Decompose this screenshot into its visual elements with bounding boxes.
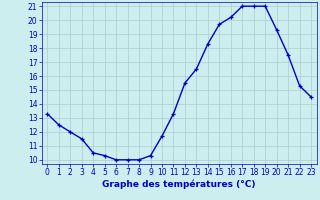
X-axis label: Graphe des températures (°C): Graphe des températures (°C)	[102, 180, 256, 189]
